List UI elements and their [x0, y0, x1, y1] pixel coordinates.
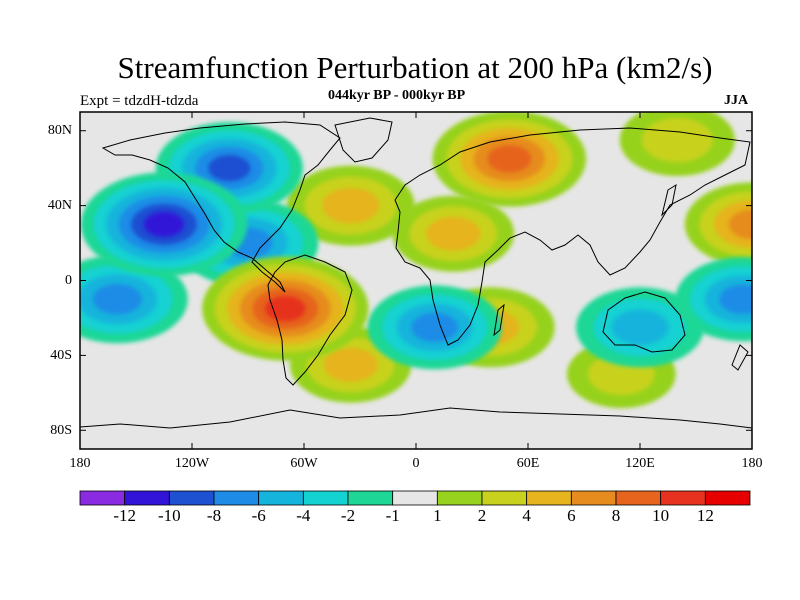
- colorbar-tick-label: 1: [433, 506, 442, 525]
- contour-band: [265, 295, 306, 322]
- colorbar-swatch: [704, 490, 751, 506]
- colorbar-swatch: [124, 490, 170, 506]
- axis-ticks: [79, 112, 753, 449]
- lon-label-60e: 60E: [516, 456, 540, 471]
- contour-band: [322, 187, 380, 224]
- colorbar-swatch: [660, 490, 706, 506]
- coastlines: [80, 117, 752, 429]
- lat-label-40s: 40S: [50, 348, 72, 363]
- anomaly-center-1: [619, 112, 735, 177]
- lat-label-40n: 40N: [47, 198, 72, 213]
- colorbar-swatch: [168, 490, 215, 506]
- colorbar: [79, 490, 751, 506]
- colorbar-tick-label: -10: [157, 506, 181, 525]
- contour-band: [411, 312, 459, 342]
- colorbar-tick-label: -6: [251, 506, 266, 525]
- lon-label-180w: 180: [69, 456, 91, 471]
- contour-band: [143, 211, 185, 237]
- colorbar-swatch: [79, 490, 126, 506]
- contour-band: [208, 155, 251, 182]
- contour-band: [719, 284, 752, 314]
- colorbar-swatch: [570, 490, 617, 506]
- colorbar-tick-label: -4: [296, 506, 311, 525]
- lat-label-0: 0: [65, 273, 72, 288]
- contour-band: [487, 145, 532, 173]
- colorbar-tick-label: 2: [477, 506, 487, 525]
- colorbar-tick-label: -8: [206, 506, 222, 525]
- colorbar-swatch: [347, 490, 394, 506]
- lon-label-120e: 120E: [625, 456, 655, 471]
- contour-band: [92, 283, 142, 315]
- anomaly-center-13: [432, 112, 587, 207]
- colorbar-tick-label: -2: [340, 506, 356, 525]
- anomaly-center-2: [392, 195, 515, 272]
- lon-label-120w: 120W: [174, 456, 210, 471]
- streamfunction-field: [80, 112, 752, 409]
- colorbar-swatch: [302, 490, 349, 506]
- anomaly-center-8: [367, 285, 502, 370]
- colorbar-swatch: [481, 490, 528, 506]
- anomaly-center-15: [202, 256, 369, 361]
- colorbar-tick-label: 12: [696, 506, 714, 525]
- time-difference-label: 044kyr BP - 000kyr BP: [328, 88, 466, 103]
- colorbar-swatch: [436, 490, 483, 506]
- contour-band: [728, 209, 752, 239]
- anomaly-center-11: [80, 255, 188, 344]
- page-title: Streamfunction Perturbation at 200 hPa (…: [117, 50, 713, 85]
- colorbar-swatch: [392, 490, 438, 506]
- anomaly-center-4: [286, 165, 415, 246]
- colorbar-tick-label: -12: [113, 506, 136, 525]
- lat-label-80n: 80N: [47, 123, 72, 138]
- lon-label-180e: 180: [741, 456, 763, 471]
- colorbar-swatch: [213, 490, 260, 506]
- contour-band: [426, 216, 481, 251]
- anomaly-center-7: [684, 182, 752, 267]
- lon-label-60w: 60W: [290, 456, 318, 471]
- colorbar-swatch: [615, 490, 662, 506]
- colorbar-swatch: [258, 490, 304, 506]
- anomaly-center-14: [80, 172, 248, 277]
- anomaly-center-6: [576, 287, 704, 368]
- colorbar-tick-label: 4: [522, 506, 531, 525]
- lat-label-80s: 80S: [50, 423, 72, 438]
- contour-band: [323, 347, 378, 382]
- colorbar-tick-label: 6: [567, 506, 576, 525]
- anomaly-center-9: [675, 257, 752, 342]
- experiment-label: Expt = tdzdH-tdzda: [80, 93, 199, 109]
- lon-label-0: 0: [412, 456, 420, 471]
- contour-band: [611, 309, 669, 346]
- colorbar-tick-label: 8: [611, 506, 621, 525]
- colorbar-tick-label: 10: [652, 506, 670, 525]
- contour-band: [641, 117, 713, 163]
- colorbar-tick-label: -1: [385, 506, 400, 525]
- colorbar-swatch: [526, 490, 572, 506]
- season-label: JJA: [724, 93, 749, 108]
